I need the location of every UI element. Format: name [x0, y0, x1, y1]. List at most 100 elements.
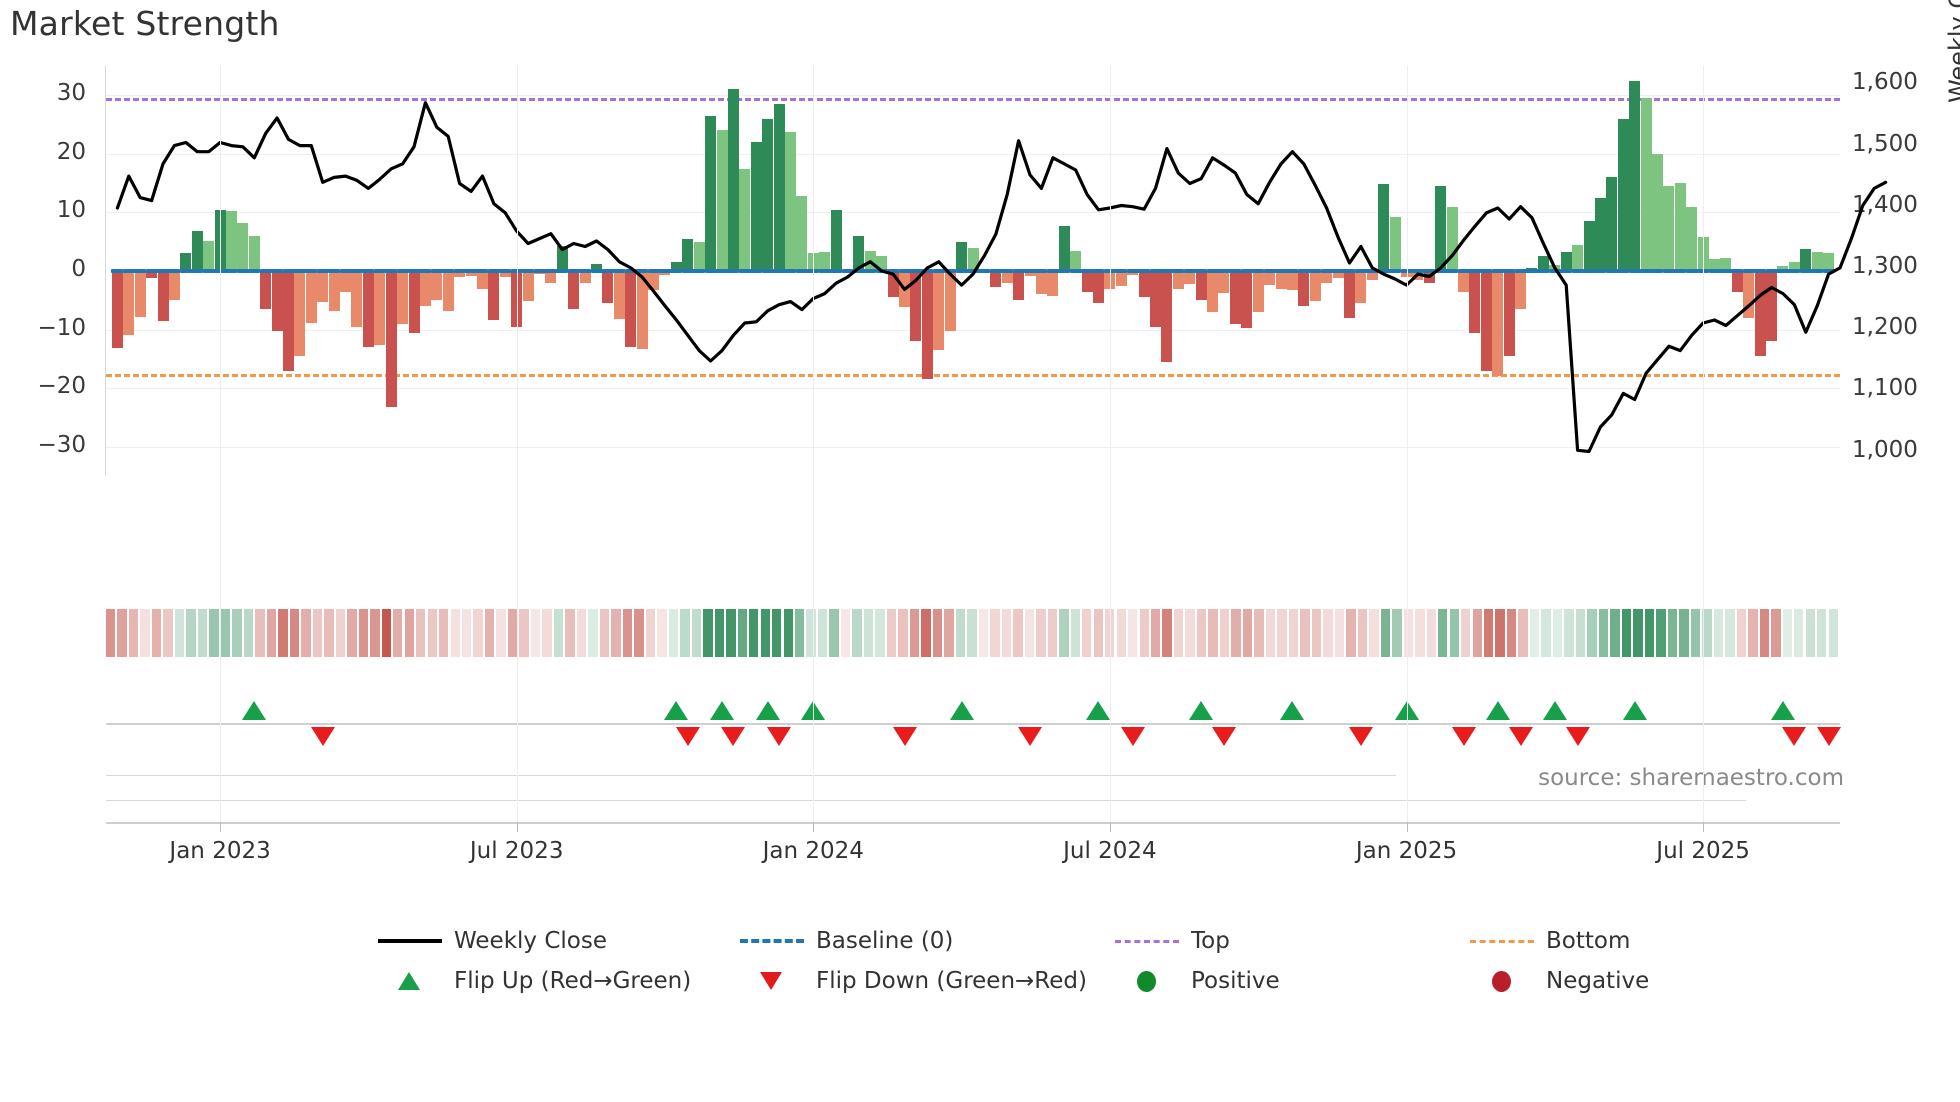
heat-cell: [1736, 609, 1747, 657]
heat-cell: [1254, 609, 1264, 657]
heat-cell: [542, 609, 552, 657]
heat-cell: [1575, 609, 1586, 657]
heat-cell: [668, 609, 679, 657]
heat-cell: [358, 609, 369, 657]
y-tick-right-0: 1,600: [1852, 69, 1918, 96]
strength-bar: [1469, 271, 1481, 333]
heat-cell: [1369, 609, 1379, 657]
strength-bar: [1651, 153, 1663, 271]
heat-cell: [1059, 609, 1069, 657]
strength-bar: [1777, 266, 1789, 271]
heat-cell: [806, 609, 816, 657]
strength-bar: [385, 271, 397, 408]
flip-up-marker: [1485, 701, 1510, 720]
heat-cell: [1208, 609, 1218, 657]
gridline-1: [106, 153, 1840, 155]
heat-cell: [1323, 609, 1333, 657]
y-axis-left-spine: [105, 66, 106, 476]
heat-cell: [1817, 609, 1827, 657]
baseline-segment: [1046, 269, 1059, 273]
heat-cell: [1449, 609, 1459, 657]
heat-cell: [186, 609, 196, 657]
heat-cell: [370, 609, 380, 657]
heat-cell: [393, 609, 403, 657]
baseline-segment: [305, 269, 318, 273]
heat-cell: [565, 609, 575, 657]
baseline-segment: [202, 269, 215, 273]
legend-item-flip-up-red-green[interactable]: Flip Up (Red→Green): [378, 968, 691, 994]
flip-down-marker: [892, 727, 917, 746]
strength-bar: [819, 252, 831, 271]
legend-item-top[interactable]: Top: [1115, 928, 1230, 954]
strength-bar: [328, 271, 340, 311]
baseline-segment: [1434, 269, 1447, 273]
heat-cell: [507, 609, 518, 657]
strength-bar: [910, 271, 922, 342]
strength-bar: [225, 210, 237, 271]
heat-cell: [909, 609, 920, 657]
legend-item-positive[interactable]: Positive: [1115, 968, 1280, 994]
heat-cell: [243, 609, 254, 657]
heat-cell: [783, 609, 793, 657]
strength-bar: [1001, 271, 1013, 283]
strength-bar: [682, 238, 694, 271]
baseline-segment: [522, 269, 535, 273]
heat-cell: [140, 609, 150, 657]
strength-bar: [613, 271, 625, 320]
strength-bar: [1823, 253, 1835, 271]
baseline-segment: [613, 269, 626, 273]
flip-down-marker: [1508, 727, 1533, 746]
strength-bar: [283, 271, 295, 371]
strength-bar: [1492, 271, 1504, 377]
strength-bar: [1195, 271, 1207, 301]
heat-cell: [863, 609, 874, 657]
strength-bar: [317, 271, 329, 303]
x-axis-spine: [106, 822, 1840, 824]
strength-bar: [1070, 250, 1082, 271]
baseline-segment: [1183, 269, 1196, 273]
strength-bar: [796, 196, 808, 271]
strength-bar: [1138, 271, 1150, 298]
baseline-segment: [396, 269, 409, 273]
strength-bar: [1172, 271, 1184, 289]
x-gridline-1: [516, 66, 518, 822]
baseline-segment: [1822, 269, 1835, 273]
baseline-segment: [1514, 269, 1527, 273]
heat-cell: [1805, 609, 1815, 657]
heat-cell: [519, 609, 529, 657]
strength-bar: [1229, 271, 1241, 324]
legend-item-baseline-0[interactable]: Baseline (0): [740, 928, 953, 954]
baseline-segment: [408, 269, 420, 273]
baseline-segment: [1126, 269, 1139, 273]
strength-bar: [499, 271, 511, 277]
baseline-segment: [1411, 269, 1424, 273]
strength-bar: [1286, 271, 1298, 290]
baseline-segment: [259, 269, 272, 273]
strength-bar: [1629, 80, 1641, 271]
baseline-segment: [1742, 269, 1755, 273]
heat-cell: [1598, 609, 1609, 657]
heat-cell: [634, 609, 644, 657]
legend-item-negative[interactable]: Negative: [1470, 968, 1649, 994]
heat-cell: [1139, 609, 1149, 657]
baseline-segment: [1149, 269, 1162, 273]
legend-item-bottom[interactable]: Bottom: [1470, 928, 1630, 954]
legend-item-weekly-close[interactable]: Weekly Close: [378, 928, 607, 954]
heat-cell: [1128, 609, 1138, 657]
strength-bar: [579, 271, 591, 284]
baseline-segment: [1263, 269, 1276, 273]
strength-bar: [362, 271, 374, 348]
baseline-segment: [898, 269, 911, 273]
baseline-segment: [716, 269, 729, 273]
baseline-segment: [1275, 269, 1287, 273]
heat-cell: [817, 609, 828, 657]
baseline-segment: [830, 269, 843, 273]
heat-cell: [484, 609, 495, 657]
legend-item-flip-down-green-red[interactable]: Flip Down (Green→Red): [740, 968, 1087, 994]
heat-cell: [1093, 609, 1103, 657]
heat-cell: [461, 609, 472, 657]
strength-bar: [1275, 271, 1287, 289]
baseline-segment: [1765, 269, 1778, 273]
baseline-segment: [271, 269, 284, 273]
flip-down-marker: [675, 727, 700, 746]
